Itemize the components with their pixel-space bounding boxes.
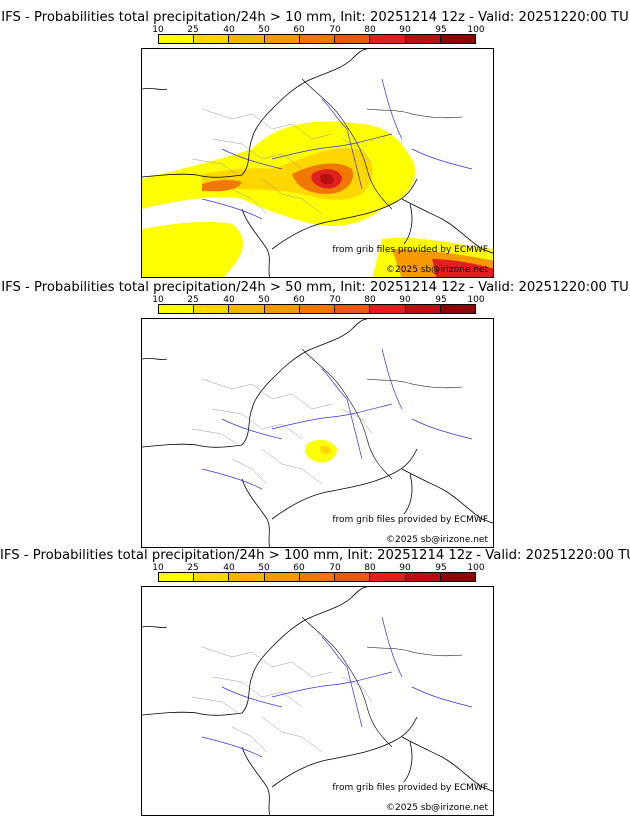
map-graphic	[142, 587, 493, 815]
panel-10mm: IFS - Probabilities total precipitation/…	[0, 10, 630, 278]
colorbar-segment	[440, 305, 475, 313]
colorbar-tick-label: 60	[293, 25, 305, 35]
national-borders	[301, 616, 463, 748]
colorbar-segment	[335, 573, 371, 581]
regional-boundaries	[191, 646, 373, 753]
colorbar-tick-label: 80	[364, 295, 376, 305]
colorbar-tick-label: 95	[435, 563, 447, 573]
data-source-credit: from grib files provided by ECMWF	[332, 783, 488, 793]
colorbar-segment	[405, 573, 441, 581]
coastlines	[142, 49, 493, 277]
colorbar-segment	[229, 35, 265, 43]
map-100mm: from grib files provided by ECMWF ©2025 …	[141, 586, 494, 816]
colorbar-tick-label: 90	[399, 563, 411, 573]
colorbar-tick-label: 60	[293, 563, 305, 573]
panel-title: IFS - Probabilities total precipitation/…	[1, 280, 629, 295]
precip-field	[305, 439, 337, 463]
map-10mm: from grib files provided by ECMWF ©2025 …	[141, 48, 494, 278]
colorbar	[158, 304, 476, 314]
national-borders	[301, 348, 463, 480]
colorbar-segment	[229, 573, 265, 581]
colorbar-segment	[159, 35, 195, 43]
panel-title: IFS - Probabilities total precipitation/…	[0, 548, 630, 563]
colorbar-tick-label: 90	[399, 25, 411, 35]
colorbar-segment	[440, 573, 475, 581]
colorbar-segment	[229, 305, 265, 313]
colorbar-segment	[159, 573, 195, 581]
colorbar-tick-label: 50	[258, 295, 270, 305]
colorbar-segment	[299, 35, 336, 43]
colorbar-segment	[264, 305, 300, 313]
colorbar-tick-label: 95	[435, 25, 447, 35]
colorbar-tick-label: 100	[467, 563, 485, 573]
colorbar-tick-label: 25	[187, 295, 199, 305]
colorbar-tick-label: 70	[329, 25, 341, 35]
colorbar-tick-label: 10	[152, 295, 164, 305]
colorbar-segment	[194, 35, 230, 43]
map-graphic	[142, 49, 493, 277]
copyright-credit: ©2025 sb@irizone.net	[386, 265, 488, 275]
colorbar-tick-label: 50	[258, 25, 270, 35]
colorbar-segment	[299, 305, 336, 313]
colorbar-tick-label: 80	[364, 25, 376, 35]
colorbar-segment	[370, 573, 406, 581]
national-borders	[301, 78, 463, 210]
colorbar-segment	[264, 573, 300, 581]
colorbar-segment	[159, 305, 195, 313]
colorbar	[158, 34, 476, 44]
coastlines	[142, 587, 493, 815]
colorbar-segment	[405, 305, 441, 313]
rivers	[201, 348, 473, 490]
colorbar-tick-label: 100	[467, 295, 485, 305]
colorbar-tick-label: 10	[152, 563, 164, 573]
colorbar-tick-label: 70	[329, 295, 341, 305]
colorbar-segment	[335, 35, 371, 43]
colorbar-segment	[405, 35, 441, 43]
colorbar-segment	[194, 305, 230, 313]
precip-field	[142, 121, 493, 277]
colorbar-tick-label: 100	[467, 25, 485, 35]
colorbar-tick-label: 10	[152, 25, 164, 35]
colorbar-tick-label: 25	[187, 25, 199, 35]
panel-100mm: IFS - Probabilities total precipitation/…	[0, 548, 630, 816]
rivers	[201, 78, 473, 220]
colorbar-tick-label: 70	[329, 563, 341, 573]
colorbar-segment	[335, 305, 371, 313]
map-graphic	[142, 319, 493, 547]
colorbar-tick-label: 80	[364, 563, 376, 573]
map-50mm: from grib files provided by ECMWF ©2025 …	[141, 318, 494, 548]
copyright-credit: ©2025 sb@irizone.net	[386, 803, 488, 813]
colorbar-tick-label: 40	[223, 563, 235, 573]
colorbar-tick-label: 25	[187, 563, 199, 573]
rivers	[201, 616, 473, 758]
copyright-credit: ©2025 sb@irizone.net	[386, 535, 488, 545]
colorbar-segment	[370, 305, 406, 313]
colorbar	[158, 572, 476, 582]
colorbar-segment	[264, 35, 300, 43]
colorbar-tick-label: 90	[399, 295, 411, 305]
colorbar-tick-label: 40	[223, 295, 235, 305]
colorbar-segment	[194, 573, 230, 581]
colorbar-segment	[370, 35, 406, 43]
colorbar-segment	[440, 35, 475, 43]
colorbar-tick-label: 95	[435, 295, 447, 305]
colorbar-tick-label: 50	[258, 563, 270, 573]
panel-50mm: IFS - Probabilities total precipitation/…	[0, 280, 630, 548]
regional-boundaries	[191, 108, 373, 215]
coastlines	[142, 319, 493, 547]
regional-boundaries	[191, 378, 373, 485]
colorbar-tick-label: 60	[293, 295, 305, 305]
colorbar-tick-label: 40	[223, 25, 235, 35]
panel-title: IFS - Probabilities total precipitation/…	[1, 10, 629, 25]
data-source-credit: from grib files provided by ECMWF	[332, 245, 488, 255]
colorbar-segment	[299, 573, 336, 581]
data-source-credit: from grib files provided by ECMWF	[332, 515, 488, 525]
